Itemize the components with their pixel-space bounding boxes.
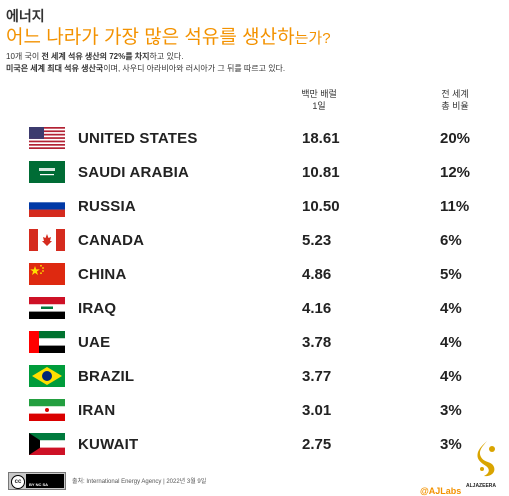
country-name: BRAZIL <box>78 368 135 385</box>
kicker: 에너지 <box>6 8 45 24</box>
brazil-flag-icon <box>29 365 65 387</box>
country-name: IRAQ <box>78 300 117 317</box>
country-name: UAE <box>78 334 111 351</box>
share-value: 12% <box>440 164 471 181</box>
share-value: 3% <box>440 402 462 419</box>
country-name: CANADA <box>78 232 145 249</box>
table-row: IRAN 3.01 3% <box>0 397 509 423</box>
desc-text: 하고 있다. <box>149 52 184 61</box>
page-title: 어느 나라가 가장 많은 석유를 생산하는가? <box>6 22 331 49</box>
desc-text: 이며, 사우디 아라비아와 러시아가 그 뒤를 따르고 있다. <box>103 64 286 73</box>
table-row: SAUDI ARABIA 10.81 12% <box>0 159 509 185</box>
table-row: RUSSIA 10.50 11% <box>0 193 509 219</box>
table-row: KUWAIT 2.75 3% <box>0 431 509 457</box>
china-flag-icon <box>29 263 65 285</box>
cc-license-icon: BY NC SA <box>26 474 64 488</box>
title-main: 어느 나라가 가장 많은 석유를 생산하 <box>6 27 295 48</box>
column-header-line: 총 비율 <box>441 101 469 111</box>
production-value: 3.78 <box>302 334 332 351</box>
share-value: 4% <box>440 334 462 351</box>
russia-flag-icon <box>29 195 65 217</box>
share-value: 6% <box>440 232 462 249</box>
country-name: UNITED STATES <box>78 130 198 147</box>
desc-bold: 미국은 세계 최대 석유 생산국 <box>6 64 104 73</box>
column-header-production: 백만 배럴 1일 <box>294 88 344 112</box>
aljazeera-logo-icon <box>472 439 502 479</box>
country-name: KUWAIT <box>78 436 139 453</box>
creative-commons-badge[interactable]: cc BY NC SA <box>8 472 66 490</box>
desc-text: 10개 국이 <box>6 52 42 61</box>
table-row: CHINA 4.86 5% <box>0 261 509 287</box>
country-name: SAUDI ARABIA <box>78 164 190 181</box>
description-line-1: 10개 국이 전 세계 석유 생산의 72%를 차지하고 있다. <box>6 51 285 63</box>
cc-license-label: BY NC SA <box>29 482 49 487</box>
source-text: 출처: International Energy Agency | 2022년 … <box>72 479 207 485</box>
kuwait-flag-icon <box>29 433 65 455</box>
description-line-2: 미국은 세계 최대 석유 생산국이며, 사우디 아라비아와 러시아가 그 뒤를 … <box>6 63 285 75</box>
title-suffix: 는가? <box>294 30 331 47</box>
table-row: UAE 3.78 4% <box>0 329 509 355</box>
ajlabs-credit[interactable]: @AJLabs <box>420 486 462 496</box>
footer: cc BY NC SA 출처: International Energy Age… <box>0 468 509 495</box>
description: 10개 국이 전 세계 석유 생산의 72%를 차지하고 있다. 미국은 세계 … <box>6 51 285 75</box>
country-name: CHINA <box>78 266 127 283</box>
table-row: IRAQ 4.16 4% <box>0 295 509 321</box>
table-row: BRAZIL 3.77 4% <box>0 363 509 389</box>
production-value: 18.61 <box>302 130 340 147</box>
country-name: RUSSIA <box>78 198 136 215</box>
column-header-share: 전 세계 총 비율 <box>430 88 480 112</box>
desc-bold: 전 세계 석유 생산의 72%를 차지 <box>41 52 150 61</box>
production-value: 3.77 <box>302 368 332 385</box>
country-name: IRAN <box>78 402 116 419</box>
column-header-line: 백만 배럴 <box>301 89 337 99</box>
cc-icon: cc <box>11 475 25 489</box>
share-value: 4% <box>440 368 462 385</box>
column-header-line: 전 세계 <box>441 89 469 99</box>
iraq-flag-icon <box>29 297 65 319</box>
production-value: 3.01 <box>302 402 332 419</box>
aljazeera-logo-text: ALJAZEERA <box>466 483 497 489</box>
iran-flag-icon <box>29 399 65 421</box>
production-value: 5.23 <box>302 232 332 249</box>
share-value: 5% <box>440 266 462 283</box>
production-value: 10.50 <box>302 198 340 215</box>
production-value: 4.16 <box>302 300 332 317</box>
production-value: 2.75 <box>302 436 332 453</box>
share-value: 20% <box>440 130 471 147</box>
production-value: 4.86 <box>302 266 332 283</box>
production-value: 10.81 <box>302 164 340 181</box>
table-row: UNITED STATES 18.61 20% <box>0 125 509 151</box>
column-header-line: 1일 <box>312 101 326 111</box>
uae-flag-icon <box>29 331 65 353</box>
share-value: 4% <box>440 300 462 317</box>
table-row: CANADA 5.23 6% <box>0 227 509 253</box>
share-value: 3% <box>440 436 462 453</box>
canada-flag-icon <box>29 229 65 251</box>
saudi-flag-icon <box>29 161 65 183</box>
share-value: 11% <box>440 198 470 215</box>
us-flag-icon <box>29 127 65 149</box>
